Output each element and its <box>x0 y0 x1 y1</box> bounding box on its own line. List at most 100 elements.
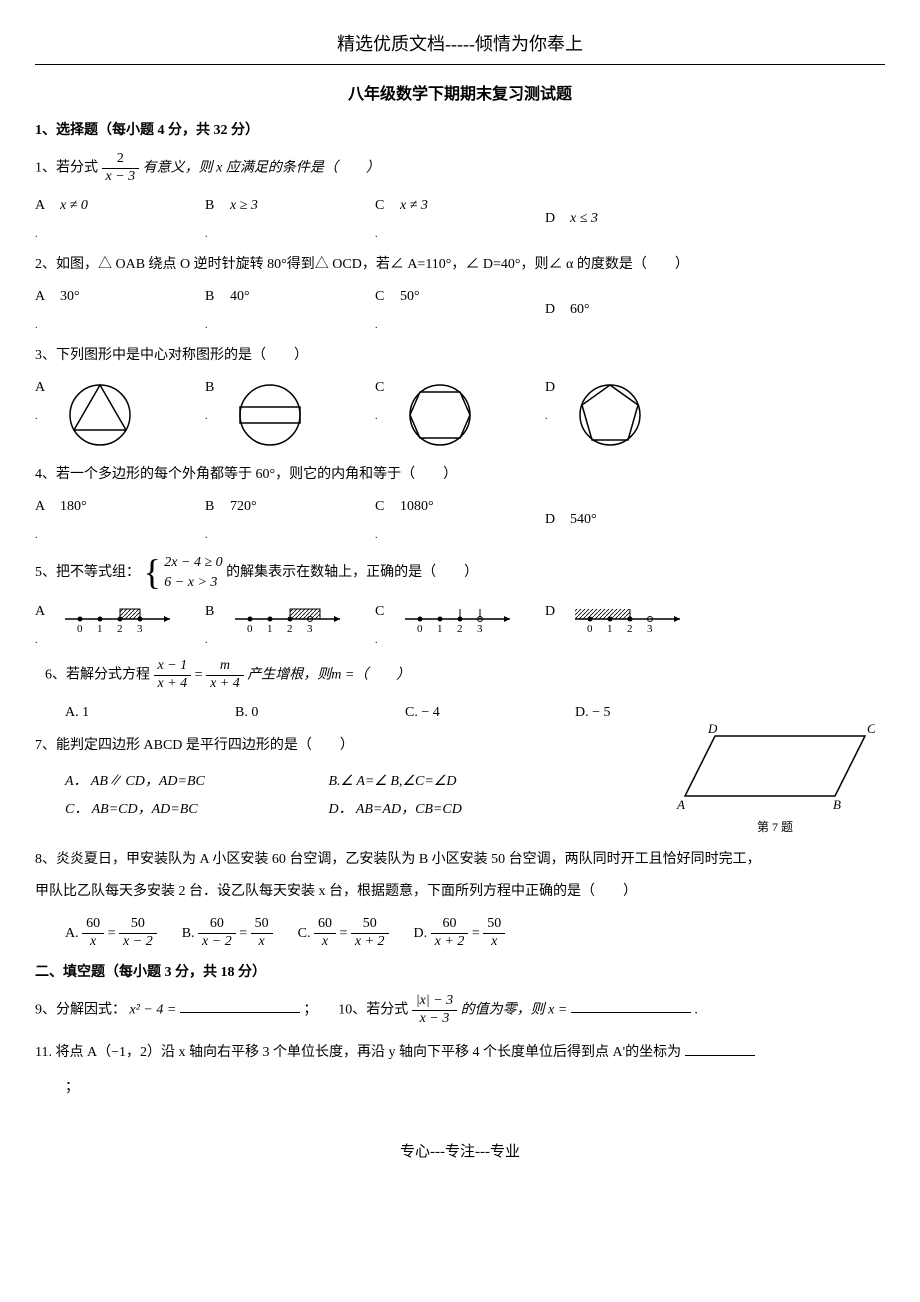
q4-stem: 4、若一个多边形的每个外角都等于 60°，则它的内角和等于（ ） <box>35 462 885 487</box>
q6-options: A. 1 B. 0 C. − 4 D. − 5 <box>65 705 885 721</box>
q8-stem1: 8、炎炎夏日，甲安装队为 A 小区安装 60 台空调，乙安装队为 B 小区安装 … <box>35 847 885 872</box>
svg-text:3: 3 <box>137 623 143 635</box>
q2-opt-d: 60° <box>570 302 590 317</box>
svg-text:0: 0 <box>77 623 83 635</box>
q9-expr: x² − 4 = <box>130 1002 180 1017</box>
q10-end: . <box>694 1002 698 1017</box>
q2-opt-b: 40° <box>230 289 250 304</box>
q3-stem: 3、下列图形中是中心对称图形的是（ ） <box>35 343 885 368</box>
q7-opt-d: D． AB=AD，CB=CD <box>329 798 589 818</box>
q1-stem-pre: 1、若分式 <box>35 161 98 176</box>
q8-c2d: x + 2 <box>351 934 389 951</box>
q5-sys-line1: 2x − 4 ≥ 0 <box>164 553 222 573</box>
q10-fden: x − 3 <box>412 1011 457 1028</box>
q1-opt-c: x ≠ 3 <box>400 198 428 213</box>
q9-blank <box>180 998 300 1013</box>
svg-text:A: A <box>676 797 685 811</box>
page-footer: 专心---专注---专业 <box>35 1140 885 1161</box>
q7-opt-b: B.∠ A=∠ B,∠C=∠D <box>329 773 589 790</box>
q6-opt-a: A. 1 <box>65 705 235 721</box>
svg-text:C: C <box>867 721 875 736</box>
svg-text:1: 1 <box>267 623 273 635</box>
page-header-top: 精选优质文档-----倾情为你奉上 <box>35 30 885 56</box>
q6-eq: = <box>195 668 206 683</box>
svg-text:1: 1 <box>607 623 613 635</box>
q1-opt-d: x ≤ 3 <box>570 211 598 226</box>
q8-b1n: 60 <box>198 916 236 934</box>
q5-numline-b-icon: 0 1 2 3 <box>230 604 350 639</box>
q4-options: A180°. B720°. C1080°. D540° <box>35 499 885 541</box>
q5-numline-d-icon: 0123 <box>570 604 690 639</box>
q1-frac: 2 x − 3 <box>102 151 140 186</box>
q8-a2d: x − 2 <box>119 934 157 951</box>
svg-text:2: 2 <box>287 623 293 635</box>
q7-opt-a: A． AB∥ CD，AD=BC <box>65 770 325 790</box>
svg-text:1: 1 <box>97 623 103 635</box>
q11: 11. 将点 A（−1，2）沿 x 轴向右平移 3 个单位长度，再沿 y 轴向下… <box>35 1040 885 1100</box>
q6-f1-den: x + 4 <box>154 676 192 693</box>
q2-stem: 2、如图，△ OAB 绕点 O 逆时针旋转 80°得到△ OCD，若∠ A=11… <box>35 252 885 277</box>
q6-opt-c: C. − 4 <box>405 705 575 721</box>
q8-a1n: 60 <box>82 916 104 934</box>
q1-frac-den: x − 3 <box>102 169 140 186</box>
page-title: 八年级数学下期期末复习测试题 <box>35 80 885 104</box>
q10-fnum: |x| − 3 <box>412 993 457 1011</box>
q1-opt-a: x ≠ 0 <box>60 198 88 213</box>
q3-shape-d-icon <box>570 380 650 450</box>
svg-text:3: 3 <box>307 623 313 635</box>
q8-d1n: 60 <box>431 916 469 934</box>
q6: 6、若解分式方程 x − 1x + 4 = mx + 4 产生增根，则m =（ … <box>45 658 885 693</box>
q8-d2d: x <box>483 934 505 951</box>
q4-opt-d: 540° <box>570 512 597 527</box>
q5-options: A. 0123 B. 0123 C. 0123 <box>35 604 885 646</box>
q2-options: A30°. B40°. C50°. D60° <box>35 289 885 331</box>
section1-title: 1、选择题（每小题 4 分，共 32 分） <box>35 119 885 139</box>
svg-text:B: B <box>833 797 841 811</box>
q6-f1-num: x − 1 <box>154 658 192 676</box>
q5-stem-pre: 5、把不等式组： <box>35 565 140 580</box>
q5-numline-c-icon: 0123 <box>400 604 520 639</box>
q5-stem-post: 的解集表示在数轴上，正确的是（ ） <box>226 565 478 580</box>
section2-title: 二、填空题（每小题 3 分，共 18 分） <box>35 961 885 981</box>
q8-a2n: 50 <box>119 916 157 934</box>
svg-text:2: 2 <box>627 623 633 635</box>
svg-text:0: 0 <box>247 623 253 635</box>
q6-opt-d: D. − 5 <box>575 705 745 721</box>
q7: 7、能判定四边形 ABCD 是平行四边形的是（ ） A． AB∥ CD，AD=B… <box>35 721 885 835</box>
q9-pre: 9、分解因式： <box>35 1002 126 1017</box>
q7-opt-c: C． AB=CD，AD=BC <box>65 798 325 818</box>
q8-c1n: 60 <box>314 916 336 934</box>
q8-a-label: A. <box>65 926 79 942</box>
q2-opt-c: 50° <box>400 289 420 304</box>
q10-post: 的值为零，则 x = <box>461 1002 571 1017</box>
q1: 1、若分式 2 x − 3 有意义，则 x 应满足的条件是（ ） <box>35 151 885 186</box>
q6-f2-den: x + 4 <box>206 676 244 693</box>
q8-b1d: x − 2 <box>198 934 236 951</box>
header-rule <box>35 64 885 65</box>
q8-b2n: 50 <box>251 916 273 934</box>
q3-shape-b-icon <box>230 380 310 450</box>
q8-d-label: D. <box>414 926 428 942</box>
q7-fig-label: 第 7 题 <box>665 818 885 835</box>
q8-d2n: 50 <box>483 916 505 934</box>
q3-shapes: A. B. C. D. <box>35 380 885 450</box>
svg-text:2: 2 <box>117 623 123 635</box>
q3-shape-a-icon <box>60 380 140 450</box>
q9-10: 9、分解因式： x² − 4 = ； 10、若分式 |x| − 3x − 3 的… <box>35 993 885 1028</box>
q5-sys-line2: 6 − x > 3 <box>164 573 222 593</box>
q4-opt-b: 720° <box>230 499 257 514</box>
svg-text:2: 2 <box>457 623 463 635</box>
q3-shape-c-icon <box>400 380 480 450</box>
svg-text:1: 1 <box>437 623 443 635</box>
q4-opt-a: 180° <box>60 499 87 514</box>
q11-end: ； <box>65 1075 885 1100</box>
q1-opt-b: x ≥ 3 <box>230 198 258 213</box>
q11-stem: 11. 将点 A（−1，2）沿 x 轴向右平移 3 个单位长度，再沿 y 轴向下… <box>35 1045 681 1060</box>
q6-f2-num: m <box>206 658 244 676</box>
q5-numline-a-icon: 0 1 2 3 <box>60 604 180 639</box>
svg-text:0: 0 <box>417 623 423 635</box>
q2-opt-a: 30° <box>60 289 80 304</box>
q6-stem-pre: 6、若解分式方程 <box>45 668 150 683</box>
q8-c2n: 50 <box>351 916 389 934</box>
q8-b-label: B. <box>182 926 195 942</box>
